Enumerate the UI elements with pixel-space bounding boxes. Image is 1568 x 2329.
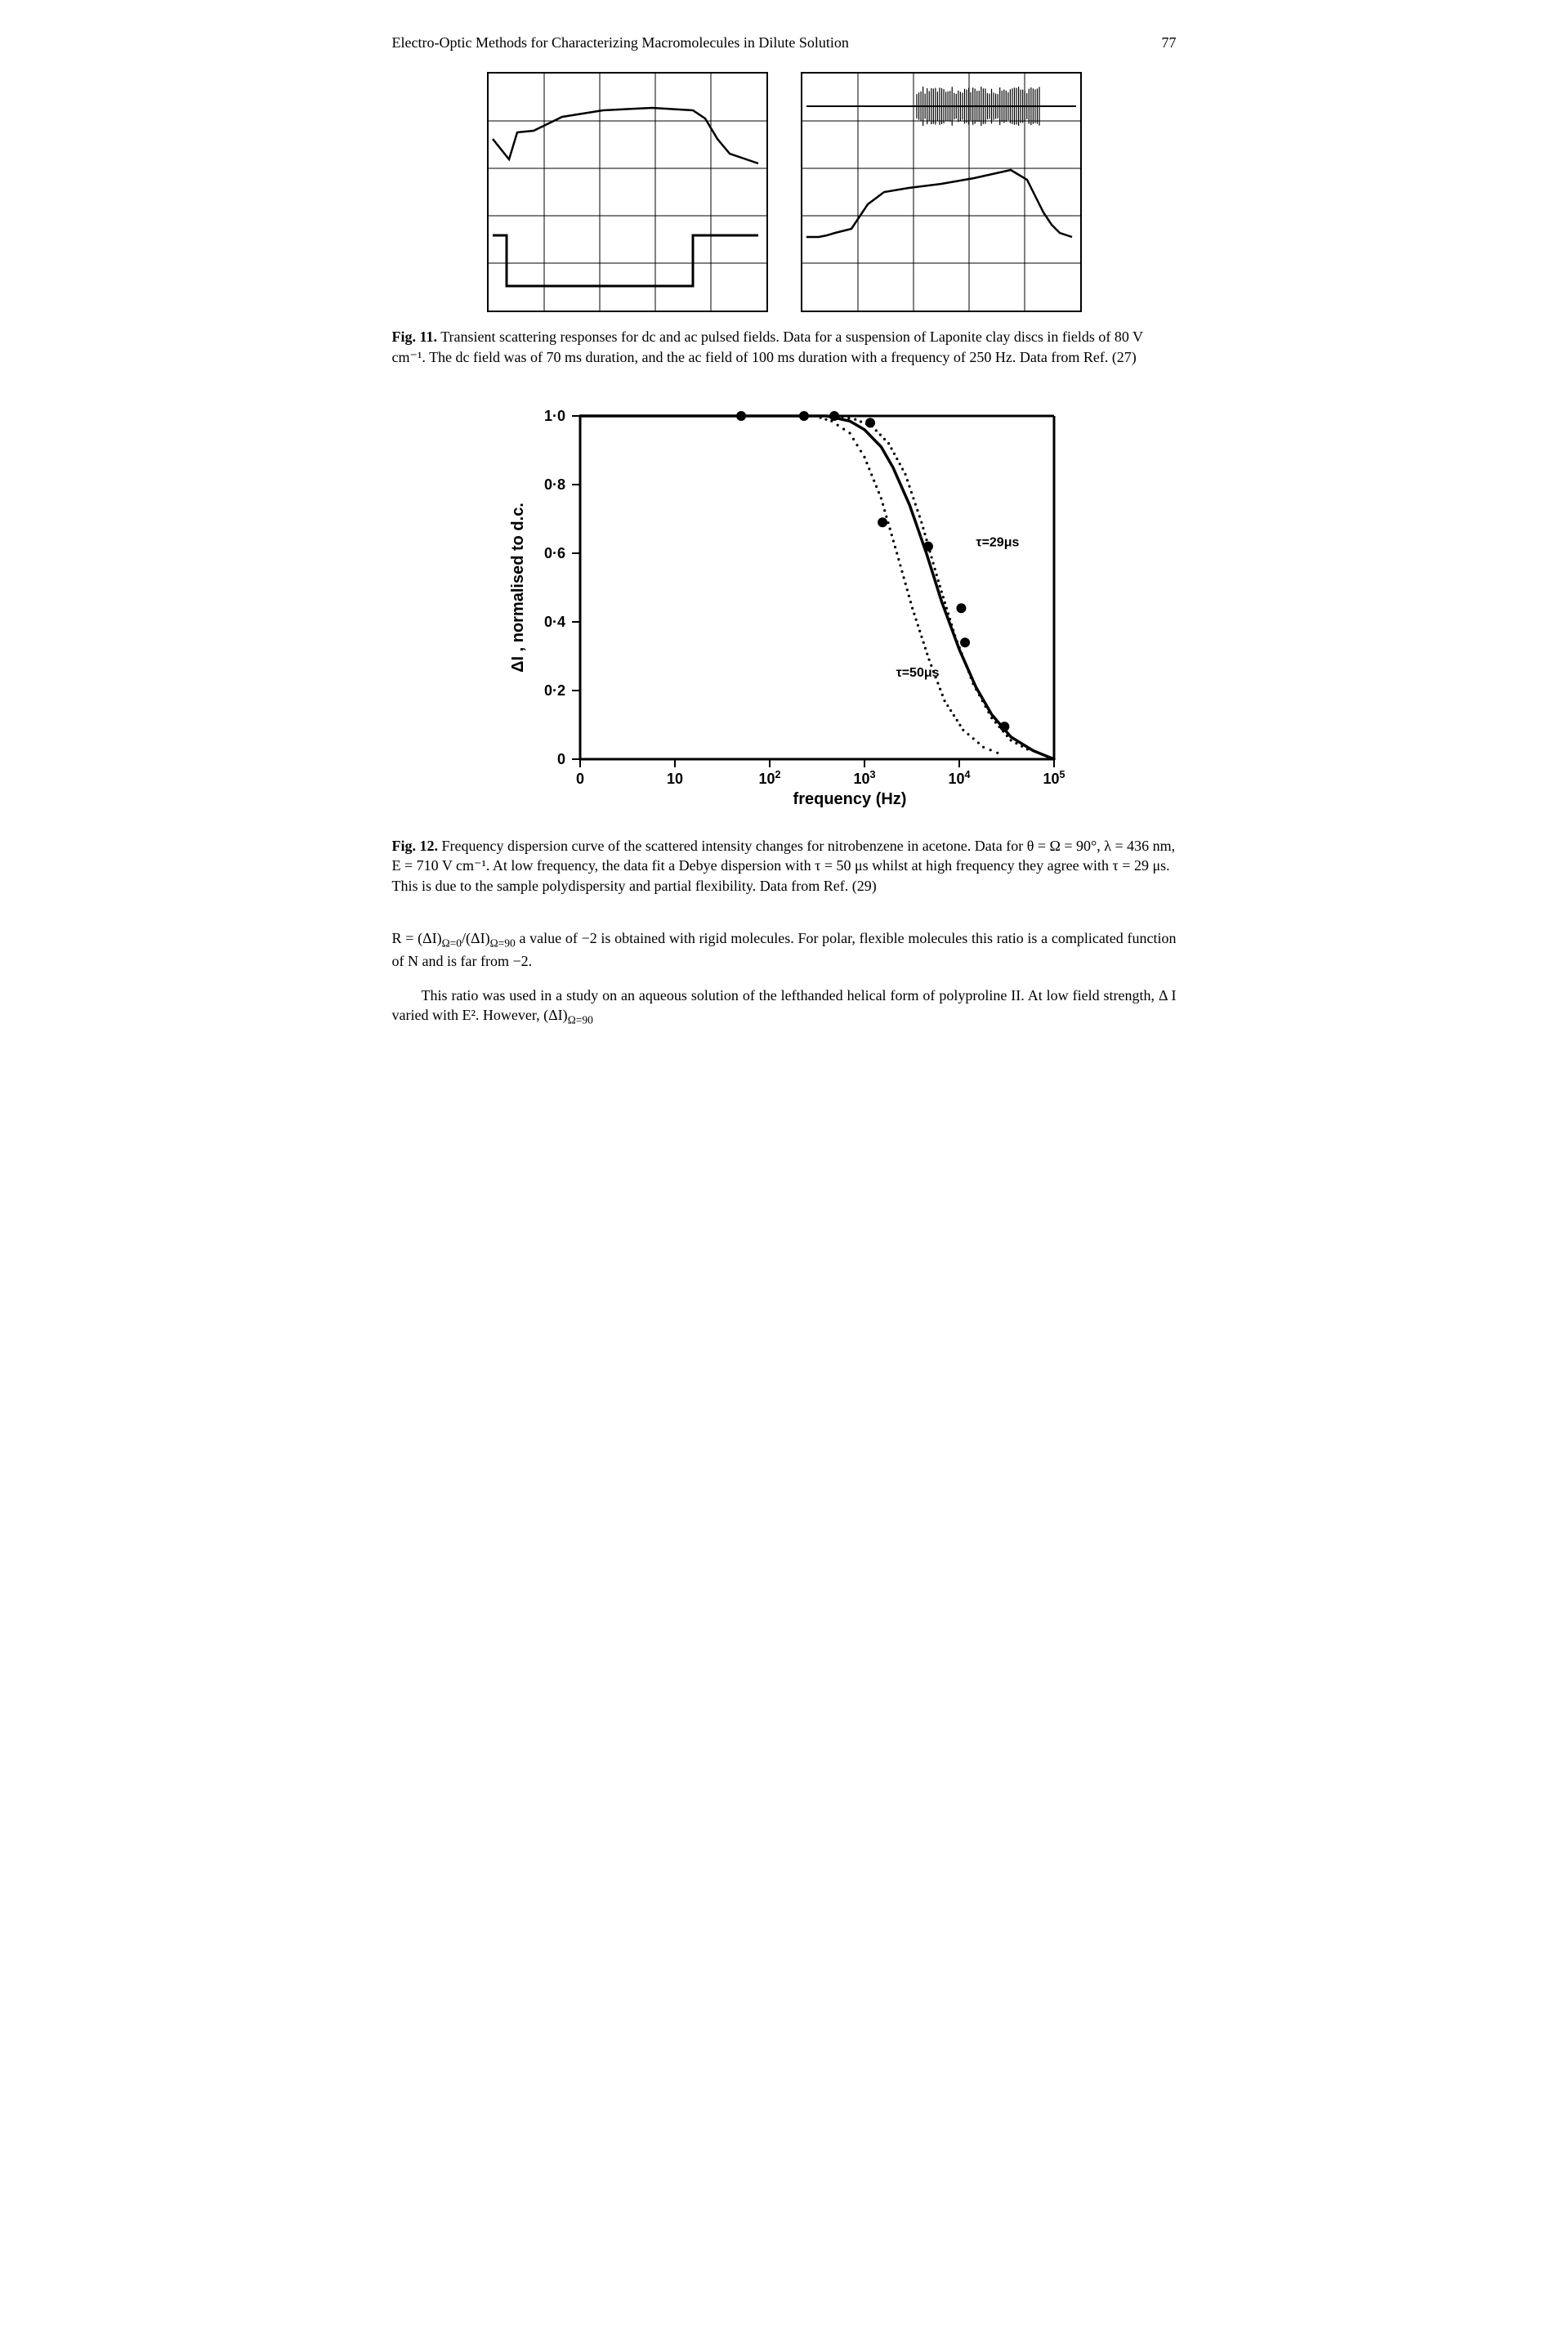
svg-text:0: 0 — [575, 771, 583, 787]
svg-text:0·2: 0·2 — [543, 682, 565, 699]
svg-text:1·0: 1·0 — [543, 408, 565, 424]
svg-text:105: 105 — [1043, 769, 1065, 787]
running-head: Electro-Optic Methods for Characterizing… — [392, 33, 1177, 52]
svg-text:τ=50μs: τ=50μs — [896, 666, 939, 680]
fig12-lead: Fig. 12. — [392, 838, 439, 854]
body-para-2: This ratio was used in a study on an aqu… — [392, 986, 1177, 1028]
svg-text:0·6: 0·6 — [543, 545, 565, 561]
fig12-caption-text: Frequency dispersion curve of the scatte… — [392, 838, 1176, 894]
fig11-panel-left — [487, 72, 768, 312]
svg-text:102: 102 — [758, 769, 780, 787]
running-title: Electro-Optic Methods for Characterizing… — [392, 33, 849, 52]
svg-text:10: 10 — [666, 771, 682, 787]
fig12-chart: 0 0·2 0·4 0·6 0·8 1·0 0 10 102 103 104 105 frequency… — [490, 400, 1079, 825]
page-number: 77 — [1162, 33, 1177, 52]
body-para-1: R = (ΔI)Ω=0/(ΔI)Ω=90 a value of −2 is ob… — [392, 928, 1177, 971]
fig12-wrap: 0 0·2 0·4 0·6 0·8 1·0 0 10 102 103 104 105 frequency… — [392, 400, 1177, 829]
svg-text:0·8: 0·8 — [543, 476, 565, 493]
svg-text:frequency (Hz): frequency (Hz) — [793, 790, 906, 808]
svg-text:0·4: 0·4 — [543, 614, 565, 630]
svg-text:103: 103 — [853, 769, 875, 787]
fig11-caption: Fig. 11. Transient scattering responses … — [392, 327, 1177, 367]
svg-text:ΔI , normalised to d.c.: ΔI , normalised to d.c. — [509, 503, 527, 673]
fig11-panels — [392, 72, 1177, 312]
svg-text:0: 0 — [556, 751, 565, 767]
svg-text:τ=29μs: τ=29μs — [976, 535, 1019, 549]
svg-text:104: 104 — [948, 769, 970, 787]
fig12-caption: Fig. 12. Frequency dispersion curve of t… — [392, 836, 1177, 896]
fig11-panel-right — [801, 72, 1082, 312]
fig11-lead: Fig. 11. — [392, 329, 438, 345]
fig11-caption-text: Transient scattering responses for dc an… — [392, 329, 1143, 364]
